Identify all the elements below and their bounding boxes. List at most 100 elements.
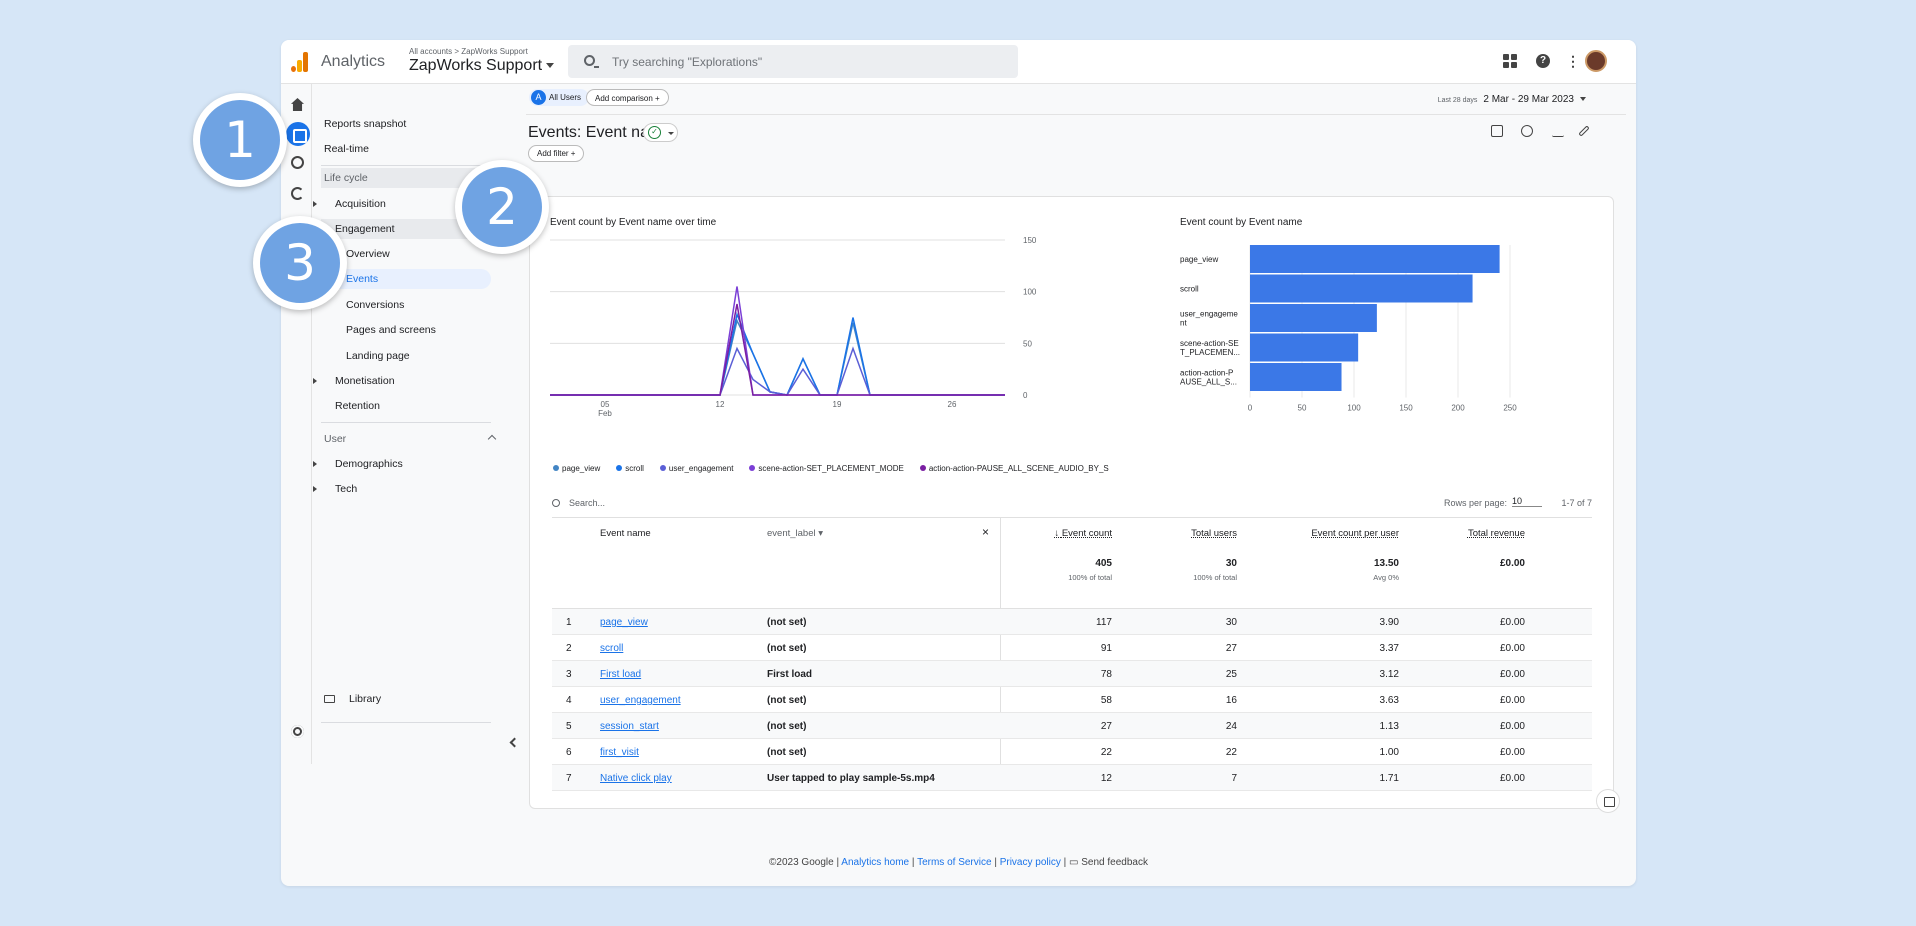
sidebar-item-monetisation[interactable]: Monetisation (313, 371, 491, 391)
bar[interactable] (1250, 333, 1359, 362)
event-label-cell: User tapped to play sample-5s.mp4 (767, 773, 935, 784)
main-content: A All Users Add comparison + Last 28 days… (526, 84, 1626, 884)
total-users-cell: 16 (1225, 695, 1237, 706)
reports-icon[interactable] (286, 122, 310, 146)
sidebar-item-reports-snapshot[interactable]: Reports snapshot (324, 118, 407, 130)
legend-label: user_engagement (668, 464, 734, 473)
sidebar-item-library[interactable]: Library (321, 689, 491, 709)
legend-item[interactable]: scroll (616, 464, 652, 473)
help-icon[interactable]: ? (1536, 54, 1550, 68)
event-name-link[interactable]: first_visit (600, 747, 639, 758)
breadcrumb[interactable]: All accounts > ZapWorks Support (409, 47, 528, 56)
nav-rail (281, 84, 312, 764)
advertising-icon[interactable] (291, 187, 304, 200)
avatar[interactable] (1585, 50, 1607, 72)
total-event-count: 405 100% of total (1068, 558, 1112, 582)
line-chart-title: Event count by Event name over time (550, 217, 717, 228)
legend-label: action-action-PAUSE_ALL_SCENE_AUDIO_BY_S (928, 464, 1109, 473)
add-filter-button[interactable]: Add filter + (528, 145, 585, 162)
edit-pencil-icon[interactable] (1578, 125, 1590, 137)
page-title: Events: Event name (528, 124, 672, 141)
event-label-cell: (not set) (767, 747, 807, 758)
bar[interactable] (1250, 304, 1377, 332)
total-users: 30 100% of total (1193, 558, 1237, 582)
share-icon[interactable] (1521, 125, 1534, 137)
sidebar-section-user[interactable]: User (321, 429, 497, 449)
legend-item[interactable]: page_view (553, 464, 608, 473)
home-icon[interactable] (291, 98, 304, 111)
settings-gear-icon[interactable] (291, 725, 304, 738)
bar[interactable] (1250, 274, 1473, 303)
event-count-cell: 78 (1100, 669, 1112, 680)
events-table: Event name event_label ▾ × ↓ Event count… (552, 517, 1592, 791)
legend-swatch (749, 465, 756, 471)
add-comparison-button[interactable]: Add comparison + (586, 89, 669, 106)
apps-grid-icon[interactable] (1503, 54, 1517, 68)
rows-per-page-select[interactable]: 10 (1512, 496, 1542, 507)
col-event-name[interactable]: Event name (600, 528, 651, 539)
bar[interactable] (1250, 245, 1500, 273)
sidebar-item-conversions[interactable]: Conversions (346, 299, 405, 311)
sidebar-item-overview[interactable]: Overview (346, 248, 390, 260)
x-tick-label: 50 (1298, 404, 1307, 413)
event-name-link[interactable]: Native click play (600, 773, 672, 784)
remove-dimension-icon[interactable]: × (982, 525, 990, 539)
col-total-users[interactable]: Total users (1191, 528, 1237, 539)
sidebar-item-demographics[interactable]: Demographics (313, 454, 491, 474)
event-label-cell: (not set) (767, 617, 807, 628)
sidebar-item-pages-screens[interactable]: Pages and screens (346, 324, 436, 336)
pagination: 1-7 of 7 (1561, 498, 1592, 508)
col-event-count-per-user[interactable]: Event count per user (1311, 528, 1399, 539)
sidebar-item-events[interactable]: Events (321, 269, 491, 289)
explore-icon[interactable] (291, 156, 304, 169)
event-name-link[interactable]: scroll (600, 643, 624, 654)
sidebar-item-retention[interactable]: Retention (335, 400, 380, 412)
row-index: 5 (566, 721, 572, 732)
privacy-link[interactable]: Privacy policy (999, 857, 1061, 868)
event-name-link[interactable]: session_start (600, 721, 659, 732)
sidebar-item-landing-page[interactable]: Landing page (346, 350, 410, 362)
search-bar[interactable]: Try searching "Explorations" (568, 45, 1018, 78)
property-selector[interactable]: ZapWorks Support (409, 57, 554, 75)
send-feedback-link[interactable]: ▭ Send feedback (1069, 857, 1148, 868)
sidebar-item-acquisition[interactable]: Acquisition (313, 194, 491, 214)
sidebar-item-tech[interactable]: Tech (313, 479, 491, 499)
event-name-link[interactable]: user_engagement (600, 695, 681, 706)
insights-icon[interactable] (1551, 125, 1564, 137)
event-name-link[interactable]: First load (600, 669, 642, 680)
terms-link[interactable]: Terms of Service (917, 857, 992, 868)
revenue-cell: £0.00 (1499, 669, 1525, 680)
legend-item[interactable]: scene-action-SET_PLACEMENT_MODE (749, 464, 911, 473)
date-range-picker[interactable]: Last 28 days 2 Mar - 29 Mar 2023 (1438, 94, 1586, 105)
x-tick-label: 05 (601, 400, 610, 409)
collapse-sidebar-icon[interactable] (509, 737, 520, 748)
title-status-chip[interactable] (643, 123, 678, 142)
top-bar: Analytics All accounts > ZapWorks Suppor… (281, 40, 1636, 84)
revenue-cell: £0.00 (1499, 773, 1525, 784)
table-search-input[interactable]: Search... (569, 498, 606, 508)
series-line (550, 318, 1005, 396)
more-options-icon[interactable]: ⋮ (1566, 53, 1580, 69)
legend-item[interactable]: user_engagement (659, 464, 742, 473)
sidebar-item-realtime[interactable]: Real-time (324, 143, 369, 155)
footer: ©2023 Google | Analytics home | Terms of… (769, 857, 1148, 868)
bar[interactable] (1250, 363, 1342, 391)
analytics-window: Analytics All accounts > ZapWorks Suppor… (281, 40, 1636, 886)
col-event-label-select[interactable]: event_label ▾ (767, 528, 824, 539)
total-revenue: £0.00 (1499, 558, 1525, 569)
bar-category-label: scroll (1180, 285, 1199, 294)
all-users-chip[interactable]: A All Users (529, 89, 590, 106)
customize-report-icon[interactable] (1490, 125, 1503, 137)
y-tick-label: 0 (1023, 391, 1028, 400)
feedback-icon[interactable] (1596, 789, 1620, 813)
bar-category-label: user_engageme (1180, 310, 1238, 319)
sidebar-section-lifecycle[interactable]: Life cycle (321, 168, 497, 188)
col-event-count[interactable]: ↓ Event count (1054, 528, 1112, 539)
x-tick-label: 26 (948, 400, 957, 409)
legend-item[interactable]: action-action-PAUSE_ALL_SCENE_AUDIO_BY_S (919, 464, 1117, 473)
event-name-link[interactable]: page_view (600, 617, 648, 628)
sidebar-item-engagement[interactable]: Engagement (312, 219, 491, 239)
col-total-revenue[interactable]: Total revenue (1467, 528, 1525, 539)
analytics-home-link[interactable]: Analytics home (841, 857, 910, 868)
table-row: 5 session_start (not set) 27 24 1.13 £0.00 (552, 713, 1592, 739)
